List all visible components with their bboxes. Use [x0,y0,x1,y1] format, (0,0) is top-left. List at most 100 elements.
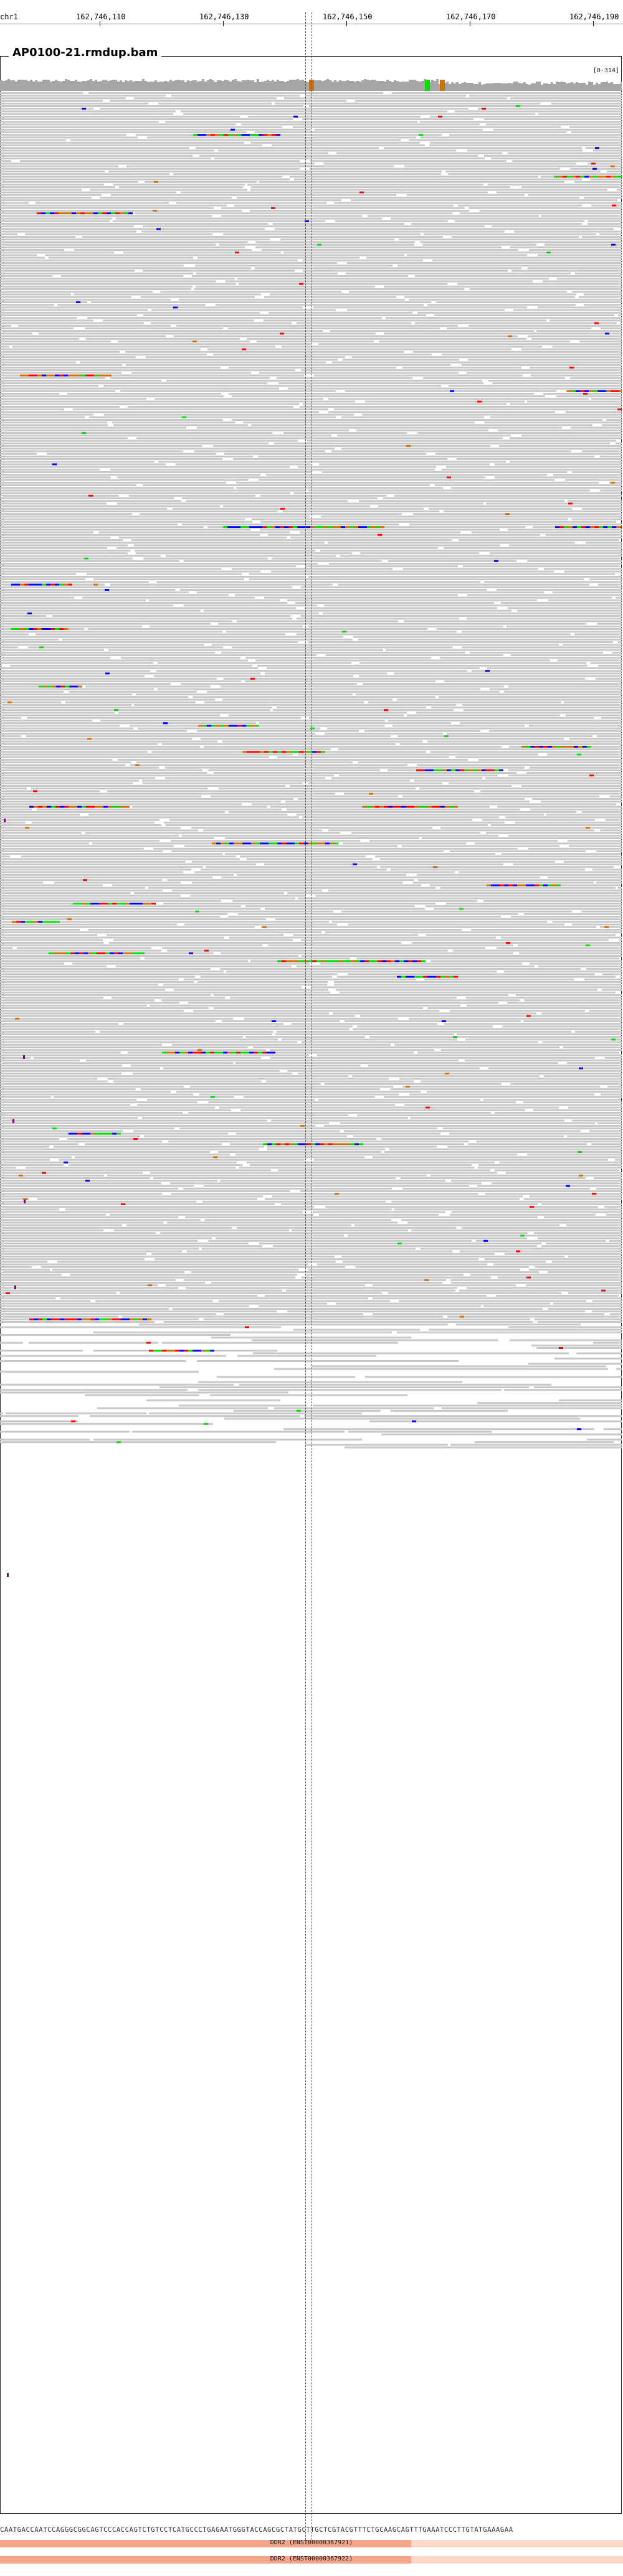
coverage-bar [528,85,531,91]
coverage-bar [431,80,434,91]
mismatch-base [447,476,451,479]
read [579,341,622,342]
read [0,487,234,489]
read [249,578,584,581]
coverage-bar [145,81,147,91]
mismatch-base [516,1250,520,1253]
read [609,481,622,484]
read [224,1417,580,1420]
read [26,735,391,738]
softclip-base [212,842,216,845]
read [0,615,46,617]
read [252,1339,498,1342]
ruler-position-label: 162,746,110 [76,12,126,21]
read [265,908,425,910]
read [181,683,357,685]
read [0,881,43,884]
read [233,458,447,460]
read [0,466,290,468]
read [0,1002,179,1004]
read [149,1413,362,1414]
softclip-base [34,921,38,923]
softclip-base [233,725,237,727]
read [600,489,622,492]
read [0,403,299,405]
softclip-base [337,1143,341,1145]
read [0,779,139,782]
read [261,926,596,928]
read [278,382,483,385]
read [348,923,564,926]
softclip-base [376,526,380,529]
read [298,466,436,468]
mismatch-base [577,1428,581,1431]
read [0,565,296,568]
read [472,670,622,672]
softclip-base [225,842,229,845]
read [0,991,330,994]
read [295,602,494,604]
read [72,962,310,965]
read [184,845,397,847]
read [0,657,110,659]
mismatch-base [133,1138,138,1140]
read [0,1154,230,1156]
mismatch-base [76,301,80,303]
read [229,714,404,717]
read [0,641,298,643]
read [0,1350,83,1352]
softclip-base [495,769,499,771]
read [0,238,270,241]
read [147,1099,315,1101]
coverage-bar [10,80,12,91]
softclip-base [606,390,611,392]
insertion-marker [4,819,6,822]
read [0,426,186,429]
softclip-base [473,769,477,771]
read [253,1352,569,1355]
read [120,1292,382,1294]
softclip-base [555,526,559,529]
read [221,685,504,688]
read [471,929,622,931]
read [0,1174,104,1177]
read [303,259,423,261]
coverage-track[interactable] [0,78,622,91]
softclip-base [295,960,299,962]
read [570,377,622,379]
read [353,1135,564,1137]
read [0,808,32,811]
read [277,377,412,379]
read [0,923,177,926]
read [388,1292,561,1294]
mismatch-base [586,944,590,947]
read [0,853,222,855]
read [18,324,171,327]
read [297,965,535,967]
read [0,387,279,390]
read [604,1206,622,1208]
read [0,440,298,442]
softclip-base [254,526,258,529]
mismatch-base [153,210,157,212]
reads-pileup[interactable] [0,92,622,2508]
softclip-base [89,212,93,215]
mismatch-base [271,207,275,209]
read [0,131,247,133]
read [163,1067,480,1069]
softclip-base [298,1143,302,1145]
read [422,243,536,246]
read [0,515,310,518]
read [467,149,583,152]
read [504,971,622,973]
read [131,1065,361,1067]
coverage-bar [326,79,329,91]
read [164,1321,533,1323]
softclip-base [112,1132,117,1135]
read [470,651,603,654]
softclip-base [72,212,76,215]
read [0,709,270,712]
softclip-base [73,806,77,808]
read [150,625,303,628]
read [502,853,621,855]
